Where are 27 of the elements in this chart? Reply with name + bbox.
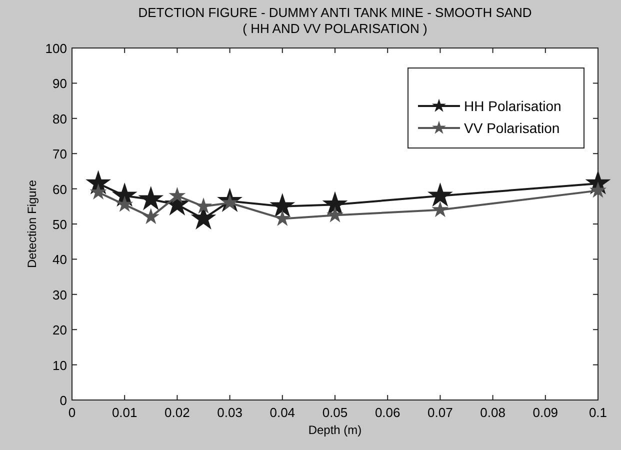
y-tick-label: 70 [52, 146, 67, 162]
x-tick-label: 0.06 [374, 405, 400, 420]
y-tick-label: 40 [52, 252, 67, 268]
x-tick-label: 0.01 [112, 405, 138, 420]
y-tick-label: 100 [45, 41, 67, 56]
x-tick-label: 0.03 [217, 405, 242, 420]
chart-title: DETCTION FIGURE - DUMMY ANTI TANK MINE - SMOOTH SAND [138, 5, 532, 20]
x-axis-title: Depth (m) [308, 423, 362, 437]
y-tick-label: 90 [52, 76, 67, 92]
x-tick-label: 0.05 [322, 405, 348, 420]
y-tick-label: 0 [60, 393, 67, 408]
x-tick-label: 0.04 [270, 405, 296, 420]
chart-subtitle: ( HH AND VV POLARISATION ) [242, 21, 428, 36]
legend-label: HH Polarisation [464, 98, 562, 114]
x-tick-label: 0.08 [480, 405, 506, 420]
x-tick-label: 0.1 [588, 405, 608, 420]
legend-label: VV Polarisation [464, 120, 560, 136]
x-tick-label: 0.09 [532, 405, 558, 420]
y-tick-label: 20 [52, 322, 67, 338]
x-tick-label: 0.02 [164, 405, 190, 420]
y-tick-label: 60 [52, 182, 67, 197]
y-tick-label: 80 [52, 111, 67, 126]
y-tick-label: 10 [52, 358, 67, 373]
y-tick-label: 50 [52, 217, 67, 232]
x-tick-label: 0.07 [428, 405, 453, 420]
y-tick-label: 30 [52, 287, 67, 302]
y-axis-title: Detection Figure [25, 180, 39, 268]
